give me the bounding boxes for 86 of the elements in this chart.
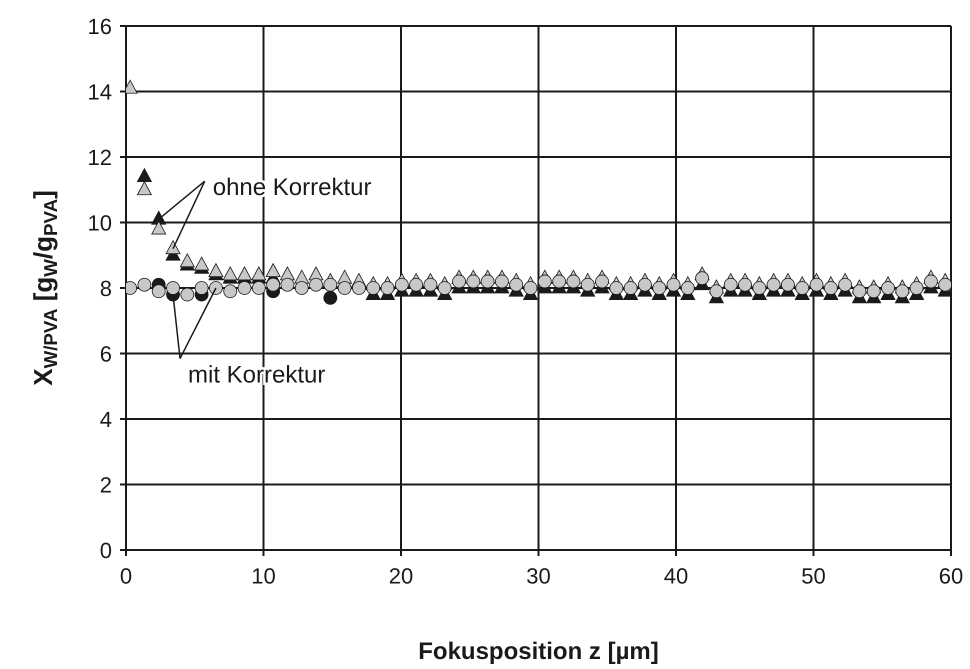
point (766, 278, 781, 292)
point (338, 281, 352, 295)
point (695, 271, 710, 286)
point (580, 278, 595, 292)
point (294, 281, 309, 295)
point (137, 181, 152, 196)
point (380, 281, 394, 295)
point (166, 240, 180, 254)
point (352, 281, 366, 295)
point (852, 284, 866, 298)
y-tick-label: 2 (100, 472, 112, 498)
y-tick-label: 6 (100, 341, 112, 366)
point (595, 274, 609, 288)
y-tick-label: 10 (88, 210, 112, 236)
point (137, 168, 152, 182)
point (752, 281, 766, 295)
point (652, 281, 666, 295)
x-tick-label: 0 (120, 564, 132, 589)
point (194, 281, 209, 295)
point (466, 274, 480, 288)
point (180, 288, 194, 302)
x-axis-title: Fokusposition z [µm] (418, 638, 659, 665)
point (180, 253, 195, 268)
y-tick-label: 16 (88, 14, 112, 39)
point (138, 278, 152, 292)
point (280, 278, 294, 292)
y-tick-label: 12 (88, 144, 112, 170)
point (223, 284, 238, 298)
point (666, 278, 680, 292)
point (824, 281, 838, 295)
point (638, 278, 652, 292)
x-tick-label: 40 (664, 564, 688, 589)
point (609, 281, 624, 295)
point (438, 281, 452, 295)
point (838, 278, 852, 292)
point (552, 274, 566, 288)
y-tick-label: 4 (100, 406, 112, 432)
point (738, 278, 752, 292)
point (251, 266, 266, 280)
point (509, 278, 524, 292)
point (881, 281, 895, 295)
point (323, 290, 338, 305)
point (910, 281, 924, 295)
point (238, 281, 252, 295)
point (309, 278, 323, 292)
point (524, 281, 538, 295)
point (495, 274, 509, 288)
point (866, 284, 881, 298)
point (895, 284, 910, 298)
point (480, 274, 495, 288)
point (938, 278, 951, 292)
point (266, 278, 280, 292)
point (680, 281, 695, 295)
x-tick-label: 60 (938, 564, 964, 589)
point (538, 274, 552, 288)
point (452, 274, 466, 288)
point (409, 278, 424, 292)
x-tick-label: 30 (526, 564, 551, 589)
point (152, 284, 166, 298)
point (194, 256, 210, 270)
point (366, 281, 380, 295)
point (208, 263, 224, 278)
point (394, 278, 409, 292)
x-tick-label: 10 (251, 564, 276, 589)
point (323, 278, 338, 292)
x-tick-label: 20 (388, 564, 414, 589)
point (252, 281, 266, 295)
point (151, 220, 166, 234)
point (566, 274, 580, 288)
point (710, 284, 724, 298)
point (724, 278, 738, 292)
point (781, 278, 795, 292)
point (810, 278, 824, 292)
y-tick-label: 0 (100, 538, 112, 563)
point (424, 278, 438, 292)
point (795, 281, 810, 295)
point (166, 281, 180, 295)
y-tick-label: 8 (100, 276, 112, 301)
point (209, 281, 223, 295)
y-tick-label: 14 (88, 79, 112, 104)
point (624, 281, 638, 295)
point (237, 266, 252, 280)
point (266, 263, 281, 278)
point (222, 266, 238, 280)
x-tick-label: 50 (801, 564, 826, 589)
point (924, 274, 938, 288)
